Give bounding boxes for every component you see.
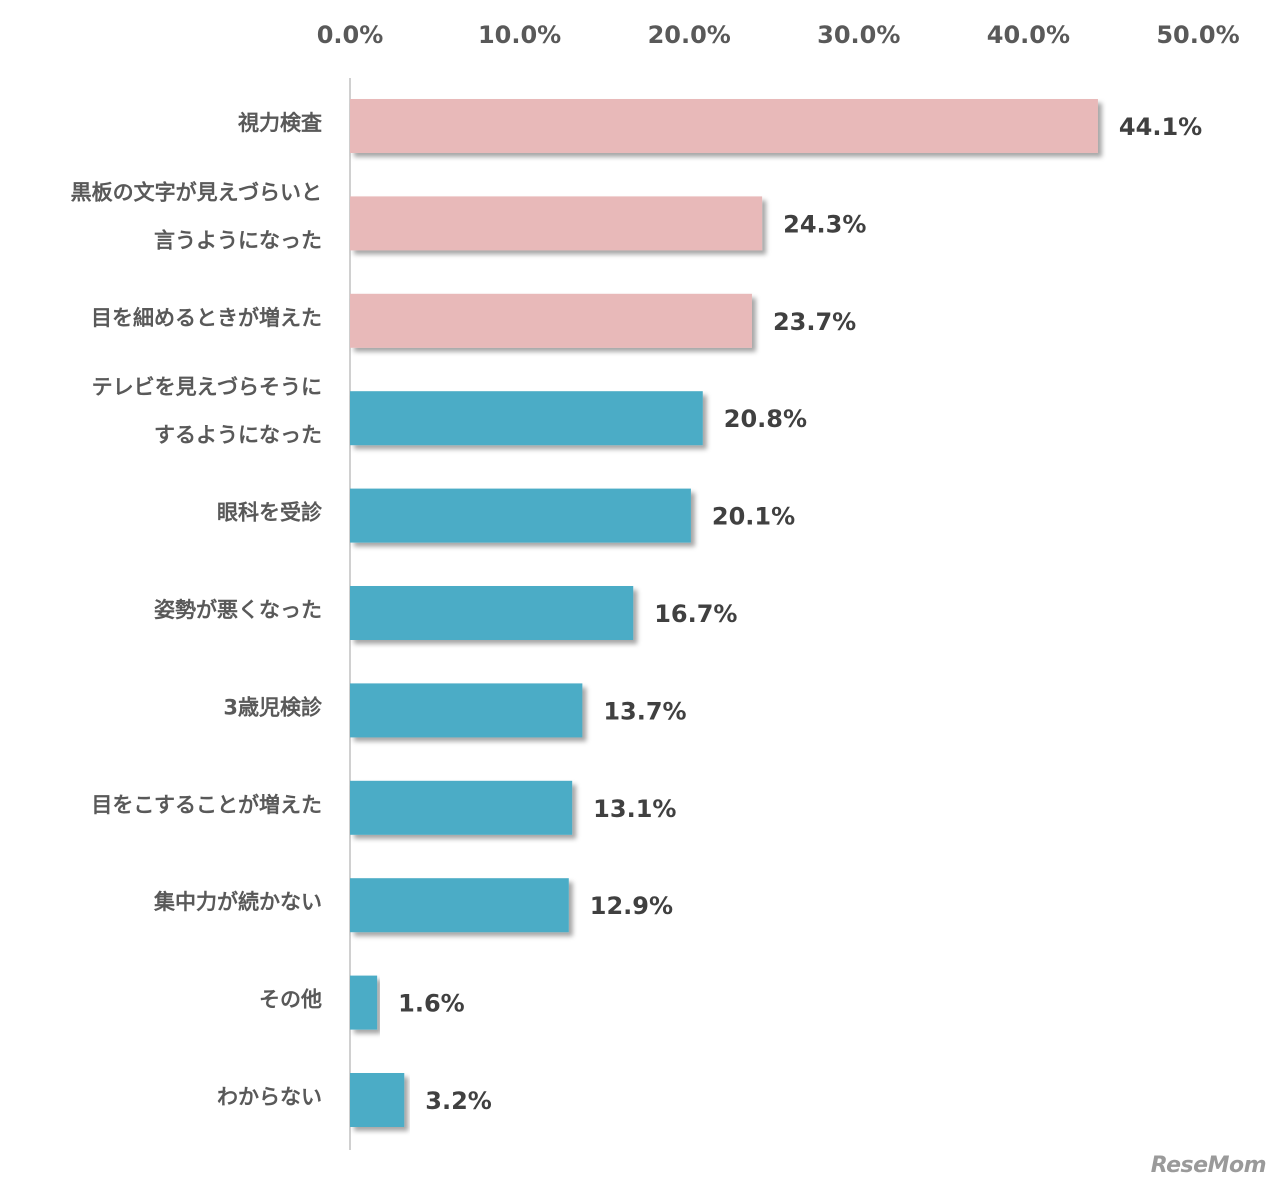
bar bbox=[350, 1073, 405, 1127]
category-label: その他 bbox=[259, 988, 322, 1012]
category-label: わからない bbox=[217, 1085, 322, 1109]
bar-value-label: 13.1% bbox=[593, 795, 676, 823]
category-label: 視力検査 bbox=[237, 111, 322, 135]
bar-value-label: 1.6% bbox=[398, 990, 465, 1018]
bar bbox=[350, 586, 634, 640]
bar-value-label: 20.8% bbox=[724, 405, 807, 433]
category-label-line: テレビを見えづらそうに bbox=[92, 375, 322, 399]
category-label: 目をこすることが増えた bbox=[91, 793, 322, 817]
category-label: 3歳児検診 bbox=[223, 695, 323, 719]
category-label: 姿勢が悪くなった bbox=[154, 598, 322, 622]
bar bbox=[350, 293, 752, 348]
bar-value-label: 3.2% bbox=[425, 1087, 492, 1115]
category-label: 集中力が続かない bbox=[153, 890, 322, 914]
bar bbox=[350, 683, 583, 738]
bar bbox=[350, 488, 691, 543]
bar-value-label: 44.1% bbox=[1119, 113, 1202, 141]
x-tick-label: 40.0% bbox=[987, 21, 1070, 49]
category-label: 目を細めるときが増えた bbox=[91, 306, 322, 330]
x-tick-label: 30.0% bbox=[817, 21, 900, 49]
bar bbox=[350, 99, 1098, 153]
bar-value-label: 24.3% bbox=[783, 210, 866, 238]
bar-value-label: 20.1% bbox=[712, 503, 795, 531]
bar-value-label: 12.9% bbox=[590, 892, 673, 920]
bar bbox=[350, 780, 573, 835]
x-tick-label: 10.0% bbox=[478, 21, 561, 49]
bar bbox=[350, 196, 763, 251]
bar bbox=[350, 975, 378, 1030]
bar-value-label: 23.7% bbox=[773, 308, 856, 336]
bar bbox=[350, 391, 703, 446]
resemom-watermark: ReseMom bbox=[1150, 1153, 1267, 1178]
bar-value-label: 13.7% bbox=[603, 697, 686, 725]
category-label-line: 黒板の文字が見えづらいと bbox=[71, 180, 322, 204]
x-tick-label: 20.0% bbox=[648, 21, 731, 49]
category-label: 眼科を受診 bbox=[217, 501, 323, 525]
bar bbox=[350, 878, 569, 933]
x-tick-label: 0.0% bbox=[317, 21, 384, 49]
x-tick-label: 50.0% bbox=[1156, 21, 1239, 49]
category-label-line: するようになった bbox=[154, 423, 322, 447]
bar-value-label: 16.7% bbox=[654, 600, 737, 628]
category-label-line: 言うようになった bbox=[154, 228, 322, 252]
